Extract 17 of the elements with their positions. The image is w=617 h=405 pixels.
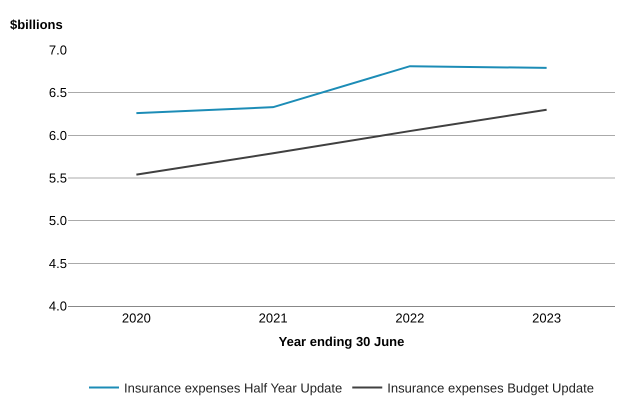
y-tick-label: 6.0 [48,128,67,143]
x-tick-label: 2022 [395,310,424,326]
y-tick-label: 7.0 [48,42,67,58]
legend-label: Insurance expenses Half Year Update [124,380,342,396]
line-series [135,108,548,176]
x-axis-title: Year ending 30 June [278,334,404,350]
line-series [135,65,548,114]
x-tick-label: 2020 [122,310,151,326]
x-tick-label: 2021 [258,310,288,326]
y-tick-label: 4.5 [48,256,67,271]
y-tick-label: 5.0 [48,213,67,228]
y-tick-label: 5.5 [48,170,67,186]
y-tick-label: 6.5 [48,85,67,100]
y-tick-label: 4.0 [48,298,67,314]
x-tick-label: 2023 [532,310,562,326]
y-axis-title: $billions [10,17,63,32]
legend-label: Insurance expenses Budget Update [387,380,594,396]
